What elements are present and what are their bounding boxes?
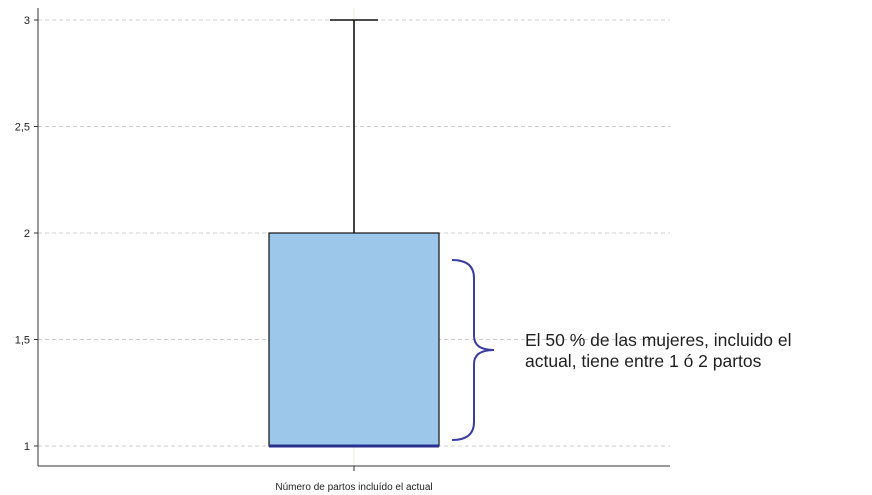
box xyxy=(268,232,440,447)
y-axis-ticks: 1 1,5 2 2,5 3 xyxy=(15,15,38,453)
y-tick-label: 2,5 xyxy=(15,122,30,134)
x-axis-labels: Número de partos incluído el actual xyxy=(275,482,432,493)
y-tick-label: 1,5 xyxy=(15,335,30,347)
annotation-line-1: El 50 % de las mujeres, incluido el xyxy=(525,330,792,350)
curly-bracket xyxy=(451,259,495,441)
x-category-label: Número de partos incluído el actual xyxy=(275,482,432,493)
box-plot xyxy=(268,19,440,448)
annotation-bracket xyxy=(451,259,495,441)
y-tick-label: 1 xyxy=(24,441,30,453)
annotation-line-2: actual, tiene entre 1 ó 2 partos xyxy=(525,351,762,371)
axes xyxy=(37,8,670,471)
annotation-text: El 50 % de las mujeres, incluido el actu… xyxy=(525,330,865,372)
y-tick-label: 3 xyxy=(24,15,30,27)
y-tick-label: 2 xyxy=(24,228,30,240)
